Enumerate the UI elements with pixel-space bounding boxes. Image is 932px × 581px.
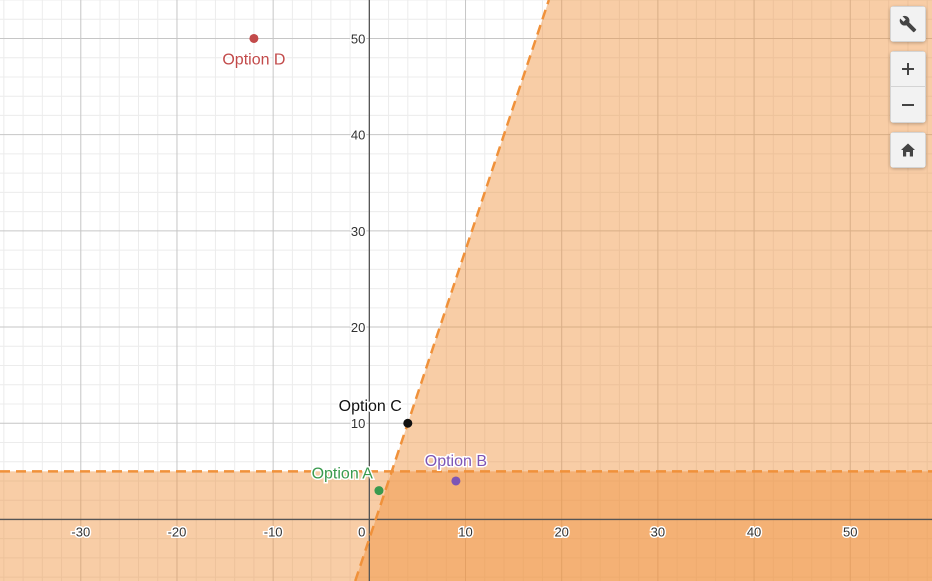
points: Option A Option B Option C Option D xyxy=(221,33,489,496)
y-tick-label: 30 xyxy=(351,224,365,239)
home-group xyxy=(890,132,926,168)
data-point xyxy=(249,33,259,43)
graph-settings-button[interactable] xyxy=(890,6,926,42)
point-label: Option B xyxy=(425,453,487,470)
y-tick-label: 50 xyxy=(351,31,365,46)
data-point xyxy=(374,486,384,496)
plus-icon xyxy=(902,63,914,75)
y-tick-label: 20 xyxy=(351,320,365,335)
settings-group xyxy=(890,6,926,42)
x-tick-label: 20 xyxy=(554,524,568,539)
wrench-icon xyxy=(899,15,917,33)
y-tick-label: 40 xyxy=(351,128,365,143)
x-tick-label: 10 xyxy=(458,524,472,539)
y-tick-label: 10 xyxy=(351,416,365,431)
data-point xyxy=(451,476,461,486)
point-label: Option D xyxy=(222,51,285,68)
boundary-line-linear xyxy=(354,0,551,581)
shade-region-linear xyxy=(355,0,932,581)
point-label: Option A xyxy=(312,466,374,483)
tick-labels: -30 -20 -10 10 20 30 40 50 10 20 30 40 50 0 xyxy=(70,30,859,541)
x-tick-label: -30 xyxy=(71,524,90,539)
x-tick-label: -10 xyxy=(264,524,283,539)
zoom-out-button[interactable] xyxy=(890,87,926,123)
minus-icon xyxy=(902,103,914,106)
zoom-group xyxy=(890,51,926,123)
home-icon xyxy=(901,143,915,157)
point-label: Option C xyxy=(339,398,402,415)
x-tick-label: 40 xyxy=(747,524,761,539)
x-tick-label: 30 xyxy=(651,524,665,539)
data-point xyxy=(403,418,413,428)
shade-region-horizontal xyxy=(0,471,932,581)
x-tick-label: 50 xyxy=(843,524,857,539)
default-viewport-button[interactable] xyxy=(890,132,926,168)
x-tick-label: -20 xyxy=(168,524,187,539)
zoom-in-button[interactable] xyxy=(890,51,926,87)
origin-tick-label: 0 xyxy=(358,524,365,539)
